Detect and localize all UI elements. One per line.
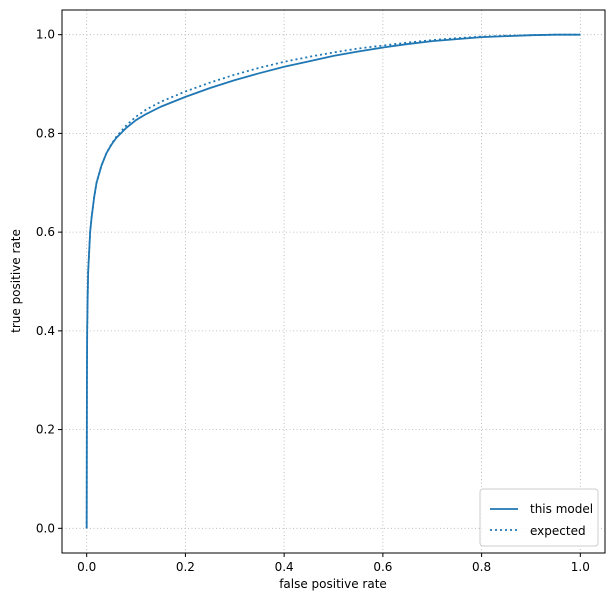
legend-box — [479, 488, 599, 547]
legend-label-this-model: this model — [530, 502, 593, 516]
x-tick-label: 0.8 — [472, 560, 491, 574]
y-tick-label: 0.8 — [36, 126, 55, 140]
legend-label-expected: expected — [530, 524, 586, 538]
x-tick-label: 0.4 — [275, 560, 294, 574]
series-line-expected — [85, 33, 581, 529]
series-line-this-model — [85, 33, 581, 529]
x-tick-label: 0.0 — [77, 560, 96, 574]
x-tick-label: 1.0 — [571, 560, 590, 574]
legend: this model expected — [479, 488, 599, 547]
series-lines — [85, 33, 581, 529]
y-tick-label: 0.6 — [36, 225, 55, 239]
y-tick-label: 0.4 — [36, 324, 55, 338]
x-axis-label: false positive rate — [279, 577, 387, 591]
y-axis-label: true positive rate — [9, 229, 23, 333]
plot-frame — [61, 9, 606, 554]
y-tick-label: 1.0 — [36, 28, 55, 42]
y-tick-label: 0.0 — [36, 521, 55, 535]
x-tick-label: 0.6 — [373, 560, 392, 574]
x-tick-label: 0.2 — [176, 560, 195, 574]
y-tick-label: 0.2 — [36, 423, 55, 437]
ticks: 0.0 0.2 0.4 0.6 0.8 1.0 0.0 0.2 0.4 0.6 0.8 1.0 — [36, 28, 590, 574]
